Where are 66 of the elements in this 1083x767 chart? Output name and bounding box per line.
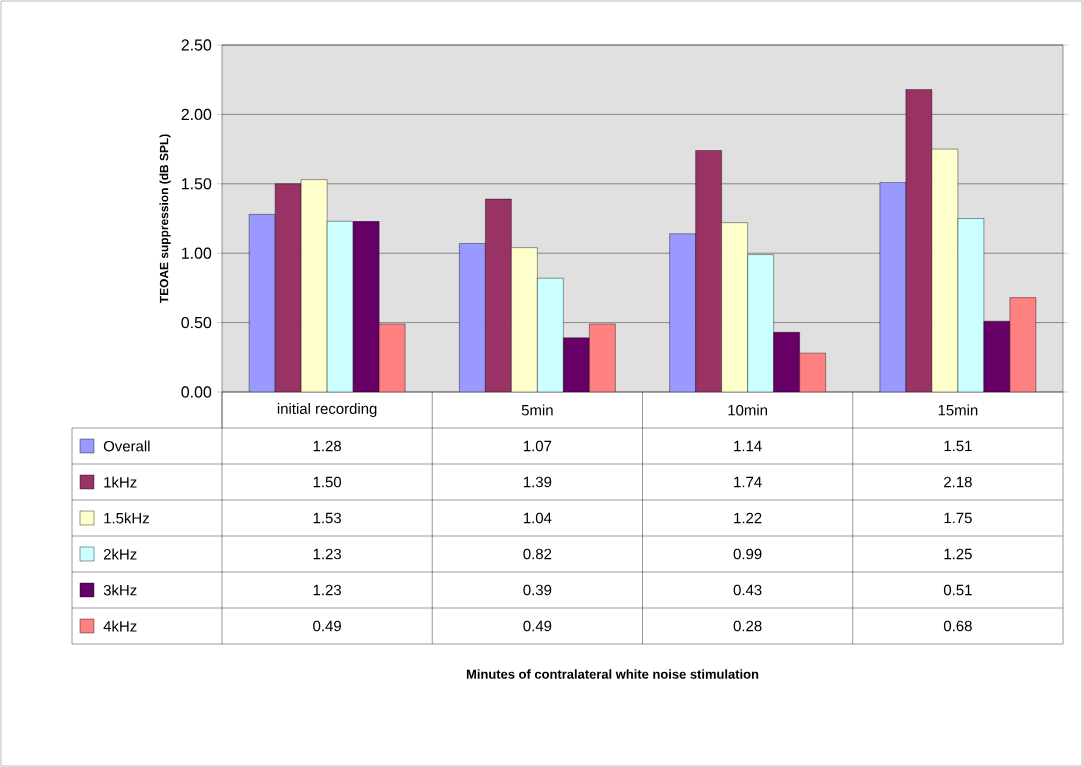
data-label: 1.75 xyxy=(944,512,972,524)
bar xyxy=(485,198,512,392)
data-label: 0.51 xyxy=(943,584,972,596)
data-label: 1.23 xyxy=(313,584,342,596)
x-tick-label: initial recording xyxy=(277,403,377,417)
bar xyxy=(931,148,959,392)
data-label: 0.82 xyxy=(523,548,552,560)
y-tick-label: 2.50 xyxy=(181,39,212,51)
legend-label: 4kHz xyxy=(103,620,137,632)
bar xyxy=(563,337,590,392)
data-label: 1.14 xyxy=(734,440,762,452)
bar xyxy=(378,323,406,392)
data-label: 1.74 xyxy=(734,476,762,488)
bar xyxy=(905,89,933,392)
data-label: 1.51 xyxy=(944,440,972,452)
y-tick-label: 0.50 xyxy=(181,316,212,329)
bar xyxy=(511,247,538,392)
bar xyxy=(747,254,774,392)
data-label: 2.18 xyxy=(944,476,972,488)
bar xyxy=(721,222,748,392)
data-label: 0.99 xyxy=(733,548,762,560)
data-label: 1.39 xyxy=(523,476,552,488)
bar xyxy=(300,179,328,392)
data-label: 1.53 xyxy=(313,512,342,524)
data-label: 1.25 xyxy=(944,548,972,560)
y-axis-title: TEOAE suppression (dB SPL) xyxy=(159,134,171,304)
bar xyxy=(1009,297,1037,392)
y-tick-label: 1.00 xyxy=(182,247,212,259)
data-label: 1.22 xyxy=(734,512,762,524)
bar xyxy=(669,233,696,392)
x-tick-label: 15min xyxy=(938,404,978,416)
data-label: 0.49 xyxy=(523,620,552,632)
bar xyxy=(248,214,276,392)
text: Minutes of contralateral white noise stimulation xyxy=(466,669,759,679)
data-label: 0.43 xyxy=(733,584,762,596)
bar xyxy=(537,277,564,392)
x-tick-label: 5min xyxy=(521,404,553,416)
y-tick-label: 0.00 xyxy=(181,386,212,398)
data-label: 0.68 xyxy=(943,620,972,632)
legend-label: Overall xyxy=(103,440,150,452)
bar xyxy=(274,183,302,392)
bar xyxy=(799,352,826,392)
data-label: 1.23 xyxy=(313,548,342,560)
legend-label: 1.5kHz xyxy=(104,512,149,524)
y-tick-label: 2.00 xyxy=(181,108,212,121)
data-label: 0.28 xyxy=(733,620,762,632)
legend-label: 2kHz xyxy=(103,548,137,560)
data-label: 1.50 xyxy=(313,476,342,488)
legend-label: 3kHz xyxy=(103,584,137,596)
data-label: 1.07 xyxy=(523,440,552,452)
bar xyxy=(589,323,616,392)
y-tick-label: 1.50 xyxy=(182,178,212,190)
legend-label: 1kHz xyxy=(104,476,137,488)
data-label: 0.39 xyxy=(523,584,552,596)
x-tick-label: 10min xyxy=(728,404,768,416)
bar xyxy=(695,150,722,392)
data-label: 1.28 xyxy=(313,440,342,452)
data-label: 0.49 xyxy=(313,620,341,632)
bar xyxy=(983,321,1011,392)
bar xyxy=(326,221,354,392)
bar xyxy=(957,218,985,392)
bar xyxy=(352,221,380,392)
bar xyxy=(879,182,907,392)
bar xyxy=(773,332,800,392)
data-label: 1.04 xyxy=(523,512,552,524)
bar xyxy=(459,243,486,392)
